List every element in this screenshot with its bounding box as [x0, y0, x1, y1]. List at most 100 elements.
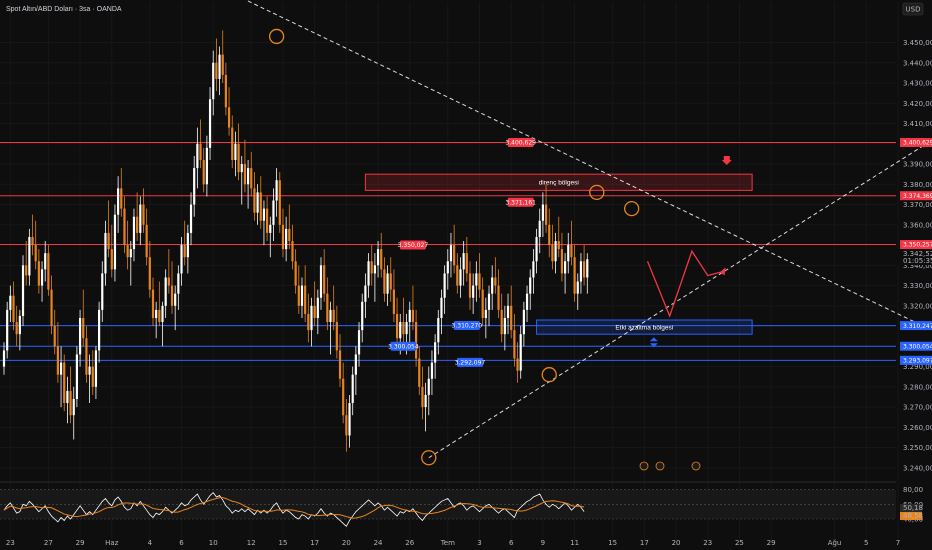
- price-tick-label: 3.330,000: [903, 282, 932, 290]
- candle-body: [541, 204, 544, 221]
- candle-body: [56, 346, 59, 375]
- candle-body: [199, 143, 202, 160]
- arrow-down-icon: [649, 343, 658, 348]
- candle-body: [427, 378, 430, 395]
- time-tick-label: 24: [374, 539, 383, 547]
- candle-body: [145, 224, 148, 258]
- candle-body: [88, 366, 91, 375]
- time-tick-label: 26: [405, 539, 414, 547]
- candle-body: [234, 143, 237, 160]
- pivot-markers: [268, 28, 640, 466]
- event-flag-icon[interactable]: [691, 461, 701, 471]
- candle-body: [392, 289, 396, 314]
- candle-body: [275, 180, 278, 201]
- candle-body: [126, 245, 129, 258]
- event-icons[interactable]: [639, 461, 701, 471]
- price-tick-label: 3.270,000: [903, 404, 932, 412]
- price-label-text: 3.310,270: [452, 323, 483, 330]
- candle-body: [519, 334, 522, 371]
- candle-body: [389, 273, 392, 290]
- price-tick-label: 3.450,000: [903, 39, 932, 47]
- candle-body: [560, 249, 564, 274]
- event-flag-icon[interactable]: [655, 461, 665, 471]
- candle-body: [186, 232, 189, 258]
- time-tick-label: Tem: [440, 539, 455, 547]
- candle-body: [570, 245, 573, 258]
- candle-body: [513, 330, 516, 359]
- candle-body: [240, 164, 243, 173]
- candle-body: [383, 269, 386, 294]
- trendlines[interactable]: [216, 0, 930, 459]
- candle-body: [180, 245, 183, 274]
- candle-body: [104, 232, 107, 274]
- candle-body: [59, 362, 63, 375]
- candle-body: [567, 245, 570, 262]
- candle-body: [139, 204, 142, 233]
- pivot-circle: [589, 184, 605, 201]
- time-tick-label: 5: [864, 539, 868, 547]
- candle-body: [63, 362, 66, 404]
- candle-body: [573, 257, 576, 294]
- price-label-text: 3.292,097: [455, 360, 486, 367]
- candle-body: [586, 259, 589, 278]
- candle-body: [215, 62, 218, 79]
- candle-body: [85, 338, 88, 375]
- zone-label: Etki azaltma bölgesi: [615, 324, 673, 331]
- candle-body: [278, 180, 281, 225]
- time-tick-label: 15: [278, 539, 287, 547]
- candle-body: [189, 204, 193, 233]
- currency-button[interactable]: USD: [902, 2, 924, 16]
- horizontal-levels: [0, 142, 896, 361]
- candle-body: [266, 208, 269, 233]
- candle-body: [256, 192, 259, 213]
- candle-body: [576, 281, 579, 294]
- candle-body: [481, 289, 484, 318]
- candle-body: [208, 99, 212, 148]
- candle-body: [307, 313, 310, 331]
- candle-body: [563, 261, 567, 274]
- candle-body: [164, 277, 167, 306]
- candle-body: [272, 200, 275, 225]
- price-tick-label: 3.240,000: [903, 464, 932, 472]
- level-tag-label: 3.300,054: [903, 343, 932, 350]
- price-tick-label: 3.280,000: [903, 383, 932, 391]
- zones[interactable]: direnç bölgesi Etki azaltma bölgesi: [364, 173, 753, 335]
- candle-body: [529, 277, 532, 294]
- candle-body: [415, 322, 418, 359]
- time-tick-label: Haz: [105, 539, 119, 547]
- candle-body: [101, 273, 104, 310]
- event-flag-icon[interactable]: [639, 461, 649, 471]
- level-tag: [900, 321, 932, 331]
- candle-body: [443, 273, 446, 298]
- candle-body: [370, 261, 373, 274]
- candle-body: [224, 74, 227, 108]
- candle-body: [174, 293, 177, 306]
- projection-line: [646, 249, 724, 318]
- price-tick-label: 3.370,000: [903, 201, 932, 209]
- time-axis[interactable]: 23 27 29 Haz 4 6 10 12 15 17 20 24 26 Tem 3 6 9 11 15 17 20 2…: [6, 539, 900, 547]
- candle-body: [151, 289, 155, 318]
- candle-body: [300, 285, 304, 306]
- candles: [2, 30, 589, 452]
- candle-body: [453, 245, 456, 266]
- time-tick-label: 29: [767, 539, 776, 547]
- price-tick-label: 3.420,000: [903, 100, 932, 108]
- price-axis[interactable]: 3.450,000 3.440,000 3.430,000 3.420,000 3.41…: [903, 39, 932, 472]
- candle-body: [583, 261, 586, 278]
- level-tag: [900, 240, 932, 250]
- candle-body: [535, 236, 538, 262]
- candle-body: [294, 261, 297, 286]
- candle-body: [44, 253, 47, 270]
- candle-body: [53, 326, 56, 347]
- time-tick-label: 23: [703, 539, 712, 547]
- candle-body: [579, 261, 583, 282]
- candle-body: [310, 305, 313, 331]
- candle-body: [405, 322, 408, 335]
- price-label-text: 3.350,027: [398, 242, 429, 249]
- candle-body: [243, 164, 247, 185]
- candle-body: [94, 350, 98, 387]
- candle-body: [326, 293, 329, 323]
- candle-body: [329, 309, 332, 323]
- candle-body: [161, 305, 164, 323]
